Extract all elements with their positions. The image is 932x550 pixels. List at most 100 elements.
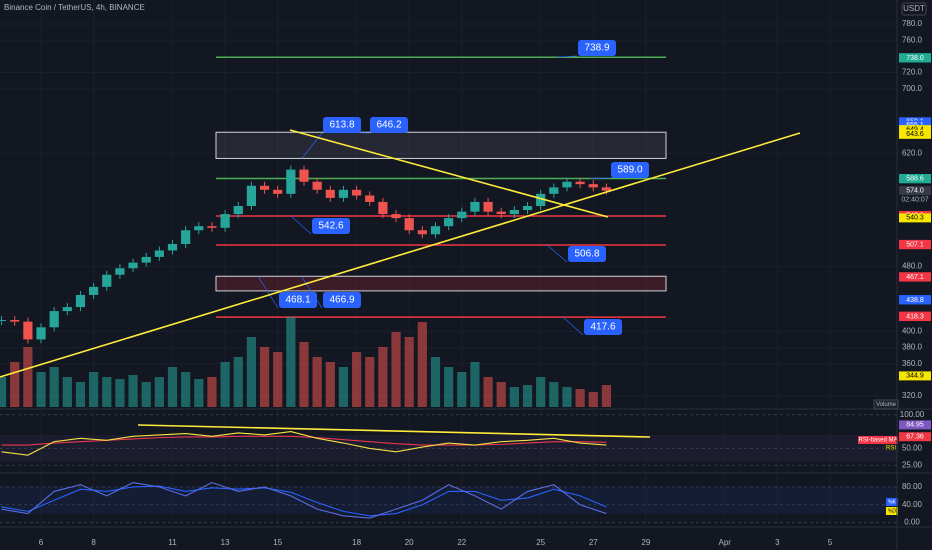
x-tick-label: 11 [168, 538, 177, 547]
y-tick-label: 480.0 [902, 262, 923, 271]
candle-body [299, 169, 309, 182]
candle-body [522, 205, 533, 211]
bubble-connector [257, 276, 279, 309]
x-tick-label: Apr [719, 538, 732, 547]
candle-body [49, 311, 59, 328]
y-tick-label: 720.0 [902, 68, 923, 77]
rsi-ma-badge [858, 436, 898, 444]
x-tick-label: 20 [405, 538, 414, 547]
x-tick-label: 3 [775, 538, 780, 547]
price-bubble-label: 613.8 [329, 120, 354, 131]
candle-body [351, 189, 362, 196]
price-bubble [323, 117, 361, 133]
stoch-d-line [1, 485, 607, 517]
price-bubble [312, 218, 350, 234]
x-tick-label: 29 [641, 538, 650, 547]
candle-body [378, 201, 388, 215]
indicator-tick-label: 50.00 [902, 444, 923, 453]
chart-title: Binance Coin / TetherUS, 4h, BINANCE [4, 3, 145, 12]
price-tag [899, 295, 931, 305]
price-tag-label: 507.1 [906, 242, 924, 249]
x-tick-label: 5 [828, 538, 833, 547]
price-bubble-label: 646.2 [376, 120, 401, 131]
price-bubble [568, 246, 606, 262]
volume-bar [417, 322, 427, 407]
volume-bar [575, 389, 585, 407]
zone-box [215, 275, 667, 292]
volume-badge [873, 399, 899, 410]
price-bubble-label: 506.8 [574, 249, 599, 260]
volume-bar [483, 377, 493, 407]
candle-body [430, 226, 441, 235]
price-tag [899, 272, 931, 282]
price-tag-label: 540.3 [906, 215, 924, 222]
volume-bar [89, 372, 99, 407]
price-tag-label: 438.8 [906, 297, 924, 304]
countdown: 02:40:07 [901, 196, 928, 203]
volume-bar [365, 357, 375, 407]
volume-bar [0, 377, 7, 407]
rsi-badge [884, 444, 898, 452]
volume-bar [10, 362, 20, 407]
volume-bar [75, 382, 86, 407]
price-tag [899, 53, 931, 63]
candle-body [286, 169, 296, 194]
volume-bar [338, 367, 349, 407]
candle-body [23, 321, 33, 340]
candle-body [588, 184, 598, 188]
candle-body [207, 226, 217, 228]
stoch-k-badge [886, 498, 898, 506]
stoch-k-line [1, 481, 607, 519]
indicator-tick-label: 0.00 [904, 518, 920, 527]
stoch-d-name: %D [888, 508, 896, 514]
candle-body [365, 195, 375, 202]
price-tag-label: 574.0 [906, 187, 924, 194]
candle-body [417, 230, 427, 235]
volume-bar [470, 362, 480, 407]
volume-bar [233, 357, 243, 407]
x-tick-label: 6 [39, 538, 44, 547]
indicator-tick-label: 100.00 [900, 410, 925, 419]
volume-bar [299, 342, 309, 407]
candle-body [181, 230, 191, 244]
price-tag [899, 240, 931, 250]
price-tag [899, 213, 931, 223]
rsi-ma-name: RSI-based MA [858, 438, 897, 444]
candle-body [167, 243, 178, 251]
price-bubble-label: 542.6 [318, 221, 343, 232]
volume-bar [220, 362, 230, 407]
volume-bar [378, 347, 388, 407]
price-tag [899, 371, 931, 381]
price-bubble-label: 589.0 [617, 165, 642, 176]
stoch-k-name: %K [888, 499, 896, 505]
price-tag-label: 643.6 [906, 131, 924, 138]
price-bubble [611, 162, 649, 178]
bubble-connector [348, 131, 370, 134]
volume-bar [128, 375, 138, 407]
price-bubble [370, 117, 408, 133]
candle-body [562, 181, 572, 188]
candle-body [496, 211, 506, 215]
rsi-divergence-line [137, 424, 651, 438]
rsi-line [1, 431, 607, 456]
candle-body [75, 294, 86, 308]
currency-box[interactable] [901, 2, 927, 16]
candle-body [220, 214, 230, 228]
price-tag-label: 467.1 [906, 274, 924, 281]
candle-body [338, 189, 349, 198]
price-tag [899, 174, 931, 184]
bubble-connector [556, 55, 578, 58]
price-bubble [584, 319, 622, 335]
volume-bar [588, 392, 598, 407]
price-tag [899, 186, 931, 196]
currency[interactable]: USDT [903, 4, 925, 13]
volume-bar [312, 357, 322, 407]
volume-bar [601, 385, 612, 407]
volume-bar [444, 367, 454, 407]
volume-bar [23, 347, 33, 407]
candle-body [470, 201, 480, 212]
y-tick-label: 380.0 [902, 343, 923, 352]
zone-box [215, 131, 667, 159]
